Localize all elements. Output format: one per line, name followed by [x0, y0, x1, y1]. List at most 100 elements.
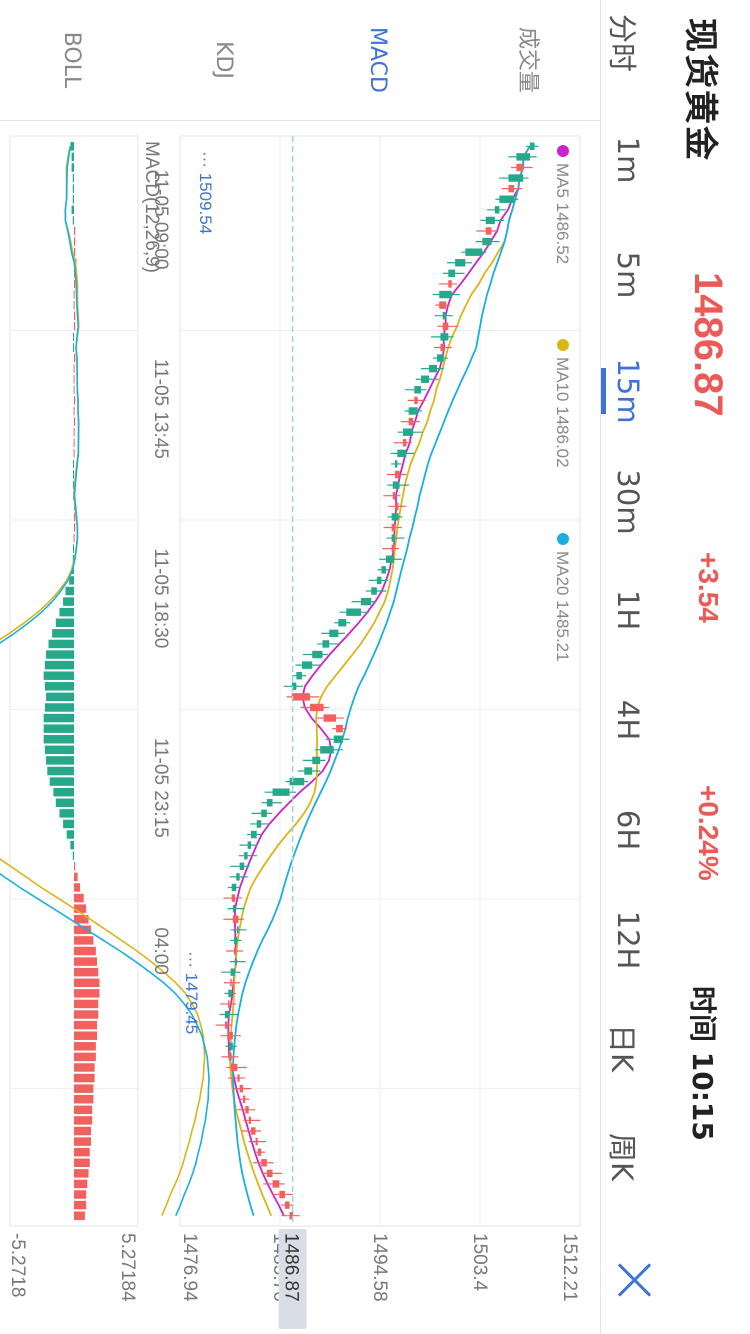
macd-bar [72, 184, 74, 193]
macd-bar [66, 830, 74, 839]
macd-bar [71, 205, 74, 215]
candle-body [312, 756, 321, 765]
ma5-dot [557, 145, 569, 157]
candle-body [336, 724, 343, 733]
indicator-kdj[interactable]: KDJ [211, 41, 236, 79]
candle-body [250, 1127, 256, 1135]
macd-bar [73, 1211, 85, 1220]
tab-30m[interactable]: 30m [611, 469, 645, 535]
tab-fenshi[interactable]: 分时 [605, 13, 639, 73]
candle-body [227, 1032, 233, 1040]
candle-body [272, 788, 290, 796]
macd-bar [73, 925, 91, 935]
time-value: 10:15 [686, 1051, 719, 1141]
candle-body [391, 544, 394, 553]
macd-bar [73, 237, 76, 246]
current-price-tag: 1486.87 [281, 1233, 302, 1302]
tab-12h[interactable]: 12H [611, 910, 645, 970]
candle-body [248, 1116, 251, 1125]
candle-body [256, 820, 262, 828]
candle-body [402, 428, 414, 436]
kline-chart[interactable]: MA5 1486.52 MA10 1486.02 MA20 1485.21 ··… [0, 121, 600, 1334]
candle-body [499, 195, 515, 203]
candle-body [482, 237, 492, 246]
macd-bar [73, 1126, 91, 1136]
price-tick: 1476.94 [179, 1233, 200, 1302]
low-price-marker: ··· 1479.45 [182, 951, 201, 1034]
candle-body [247, 841, 251, 849]
macd-bar [73, 1010, 99, 1019]
tab-4h[interactable]: 4H [611, 699, 645, 741]
macd-bar [73, 1158, 90, 1168]
macd-bar [47, 766, 74, 776]
macd-bar [73, 438, 75, 448]
macd-bar [73, 353, 76, 363]
macd-bar [73, 883, 81, 892]
price-axis: 1512.211503.41494.581485.761476.941486.8… [179, 1229, 580, 1329]
candle-body [494, 206, 500, 214]
close-icon[interactable] [616, 1262, 652, 1298]
macd-bar [73, 1147, 90, 1157]
candle-body [414, 396, 418, 405]
tab-week-k[interactable]: 周K [605, 1132, 639, 1182]
candle-body [266, 799, 273, 807]
macd-bar [73, 1179, 88, 1189]
header: 现货黄金 1486.87 +3.54 +0.24% 时间 10:15 分时 1m… [600, 0, 750, 1334]
candle-body [233, 947, 237, 955]
macd-bar [46, 650, 74, 659]
candle-body [261, 1159, 267, 1167]
macd-bar [73, 322, 76, 331]
macd-bar [72, 216, 74, 225]
candle-body [361, 597, 372, 606]
tab-1h[interactable]: 1H [611, 589, 645, 631]
tab-5m[interactable]: 5m [611, 251, 645, 299]
high-price-marker: ··· 1509.54 [196, 151, 215, 234]
macd-bar [43, 735, 74, 744]
macd-bar [73, 978, 100, 988]
candle-body [266, 1169, 273, 1178]
macd-bar [73, 523, 76, 532]
chart-area[interactable]: MA5 1486.52 MA10 1486.02 MA20 1485.21 ··… [0, 121, 600, 1334]
candle-body [395, 470, 400, 479]
candle-body [440, 333, 449, 341]
candle-body [436, 354, 444, 362]
timeframe-tabs: 分时 1m 5m 15m 30m 1H 4H 6H 12H 日K 周K [600, 0, 655, 1334]
tab-15m[interactable]: 15m [611, 358, 645, 424]
tab-day-k[interactable]: 日K [605, 1023, 639, 1073]
candle-body [245, 1106, 249, 1114]
candle-body [231, 894, 236, 902]
macd-bar [52, 629, 74, 638]
candle-body [376, 576, 382, 585]
indicator-volume[interactable]: 成交量 [515, 26, 540, 93]
candle-body [239, 862, 245, 871]
candle-body [414, 386, 422, 394]
candle-body [333, 735, 343, 743]
price-tick: 1512.21 [559, 1233, 580, 1302]
price-tick: 1503.4 [469, 1233, 490, 1292]
ma-lines [227, 145, 531, 1217]
candle-body [381, 566, 386, 574]
macd-bar [73, 300, 75, 310]
candle-body [224, 1010, 230, 1019]
indicator-boll[interactable]: BOLL [59, 31, 84, 89]
macd-bar [55, 618, 74, 628]
candle-body [285, 1201, 290, 1209]
candle-body [250, 830, 257, 839]
candle-body [261, 809, 267, 818]
macd-bar [73, 1169, 89, 1178]
candle-body [395, 460, 398, 468]
tab-6h[interactable]: 6H [611, 809, 645, 851]
macd-bar [70, 840, 74, 850]
candle-body [257, 1148, 262, 1156]
candle-body [439, 301, 447, 309]
macd-bar [72, 332, 74, 342]
candle-body [232, 915, 239, 923]
macd-bar [59, 607, 74, 617]
candle-body [289, 777, 305, 786]
tab-1m[interactable]: 1m [611, 136, 645, 184]
macd-panel-frame [9, 135, 139, 1227]
candle-body [485, 227, 492, 235]
indicator-macd[interactable]: MACD [365, 27, 390, 93]
candle-body [227, 1000, 230, 1008]
